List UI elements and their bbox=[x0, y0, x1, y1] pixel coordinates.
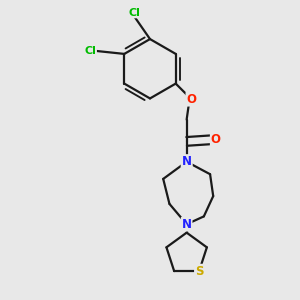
Text: S: S bbox=[195, 265, 203, 278]
Text: N: N bbox=[182, 218, 192, 231]
Text: N: N bbox=[182, 155, 192, 168]
Text: O: O bbox=[211, 133, 221, 146]
Text: N: N bbox=[182, 155, 192, 168]
Text: Cl: Cl bbox=[84, 46, 96, 56]
Text: O: O bbox=[186, 93, 196, 106]
Text: Cl: Cl bbox=[128, 8, 140, 17]
